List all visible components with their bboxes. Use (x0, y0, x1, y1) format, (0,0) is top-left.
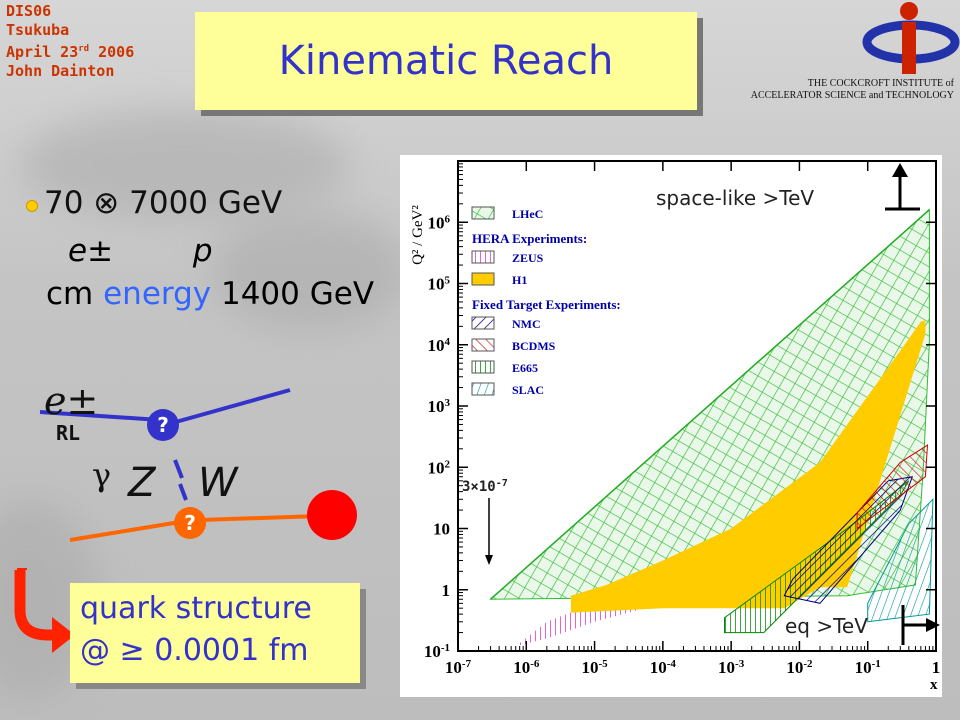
y-axis-label: Q² / GeV² (410, 205, 426, 265)
region-slac (867, 498, 934, 623)
kinematic-plot: 10-7 10-6 10-5 10-4 10-3 10-2 10-1 110-11101021… (410, 160, 941, 693)
eq-annotation: eq >TeV (785, 614, 868, 638)
w-label: W (198, 460, 239, 506)
x-tick-label: 10-1 (855, 658, 881, 677)
conference-name: DIS06 (6, 2, 52, 20)
conference-date: April 23rd 2006 (6, 43, 135, 61)
electron-out-line (164, 388, 291, 427)
space-like-marker (885, 163, 920, 211)
particle-proton: p (192, 233, 213, 269)
legend-label: ZEUS (512, 251, 544, 265)
proton-out-line (199, 514, 321, 522)
x-tick-label: 10-7 (445, 658, 472, 677)
legend-swatch (471, 338, 495, 352)
institute-logo (862, 2, 960, 74)
y-tick-label: 104 (428, 336, 451, 355)
legend-swatch (471, 316, 495, 330)
boson-line-2 (178, 483, 188, 501)
institute-name: THE COCKCROFT INSTITUTE of ACCELERATOR S… (751, 78, 954, 102)
x-tick-label: 1 (932, 658, 941, 677)
legend-label: E665 (512, 361, 538, 375)
cm-energy-value: 1400 GeV (220, 276, 375, 312)
beam-energies: 70 ⊗ 7000 GeV (44, 185, 283, 221)
proton-blob (307, 490, 357, 540)
title-box: Kinematic Reach (195, 12, 697, 110)
eq-marker (901, 605, 940, 645)
boson-line-1 (173, 459, 184, 479)
beam-particles: e± p (56, 232, 416, 270)
handedness-label: RL (56, 421, 80, 445)
region-bcdms (856, 444, 929, 530)
gamma-label: γ (92, 456, 111, 494)
electron-in-line (39, 410, 161, 422)
y-tick-label: 10 (433, 520, 450, 539)
bullet-energies: 70 ⊗ 7000 GeV (26, 184, 283, 222)
legend-label: BCDMS (512, 339, 556, 353)
x-axis-label: x (930, 677, 938, 693)
cm-energy-word: energy (103, 276, 212, 312)
y-tick-label: 102 (428, 458, 451, 477)
legend-label: LHeC (512, 207, 543, 221)
vertex-bottom (174, 507, 206, 539)
quark-line-1: quark structure (80, 591, 312, 626)
min-x-arrow (485, 498, 493, 565)
cm-prefix: cm (46, 276, 94, 312)
vertex-bottom-label: ? (184, 511, 196, 535)
slide-title: Kinematic Reach (278, 38, 614, 84)
legend-swatch (471, 272, 495, 286)
quark-structure-box: quark structure @ ≥ 0.0001 fm (70, 583, 360, 683)
corner-info: DIS06 Tsukuba April 23rd 2006 John Daint… (6, 2, 134, 81)
quark-line-2: @ ≥ 0.0001 fm (80, 633, 309, 668)
z-label: Z (127, 460, 157, 506)
institute-line-1: THE COCKCROFT INSTITUTE of (807, 78, 954, 89)
speaker-name: John Dainton (6, 62, 115, 80)
legend-swatch (471, 382, 495, 396)
background-blob (210, 210, 410, 330)
background-blob (20, 110, 350, 220)
scattering-diagram: ? ? e± RL γ Z W (17, 379, 357, 570)
proton-in-line (69, 520, 181, 542)
x-tick-label: 10-4 (650, 658, 677, 677)
y-tick-label: 1 (442, 581, 451, 600)
legend-label: NMC (512, 317, 541, 331)
conference-place: Tsukuba (6, 21, 70, 39)
y-tick-label: 105 (428, 275, 451, 294)
x-tick-label: 10-5 (581, 658, 608, 677)
legend-header: HERA Experiments: (472, 231, 587, 246)
legend-label: SLAC (512, 383, 544, 397)
legend-label: H1 (512, 273, 527, 287)
y-tick-label: 103 (428, 397, 451, 416)
legend-swatch (471, 206, 495, 220)
cm-energy-line: cm energy 1400 GeV (46, 275, 406, 313)
legend-swatch (471, 360, 495, 374)
kinematic-plot-panel: 10-7 10-6 10-5 10-4 10-3 10-2 10-1 1 10-1 1 10 102 1… (400, 155, 942, 697)
curved-arrow-icon (14, 570, 75, 653)
y-tick-label: 106 (428, 213, 451, 232)
vertex-top-label: ? (157, 413, 169, 437)
x-tick-label: 10-6 (513, 658, 540, 677)
lepton-label: e± (44, 379, 98, 423)
legend-header: Fixed Target Experiments: (472, 297, 621, 312)
legend-swatch (471, 250, 495, 264)
particle-electron: e± (68, 233, 114, 269)
space-like-annotation: space-like >TeV (656, 186, 814, 210)
institute-line-2: ACCELERATOR SCIENCE and TECHNOLOGY (750, 90, 954, 101)
bullet-dot-icon (26, 200, 38, 212)
vertex-top (147, 409, 179, 441)
x-tick-label: 10-3 (718, 658, 745, 677)
lhec-upper-boundary (490, 209, 930, 600)
x-tick-label: 10-2 (786, 658, 813, 677)
